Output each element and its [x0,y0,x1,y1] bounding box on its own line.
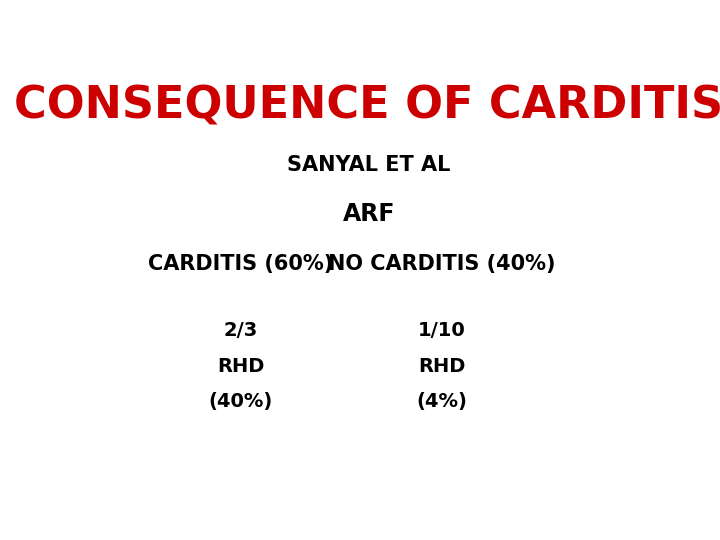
Text: (40%): (40%) [209,392,273,411]
Text: CARDITIS (60%): CARDITIS (60%) [148,254,333,274]
Text: 1/10: 1/10 [418,321,465,340]
Text: SANYAL ET AL: SANYAL ET AL [287,154,451,174]
Text: (4%): (4%) [416,392,467,411]
Text: RHD: RHD [217,357,264,376]
Text: CONSEQUENCE OF CARDITIS: CONSEQUENCE OF CARDITIS [14,85,720,128]
Text: ARF: ARF [343,202,395,226]
Text: RHD: RHD [418,357,465,376]
Text: 2/3: 2/3 [223,321,258,340]
Text: NO CARDITIS (40%): NO CARDITIS (40%) [328,254,555,274]
